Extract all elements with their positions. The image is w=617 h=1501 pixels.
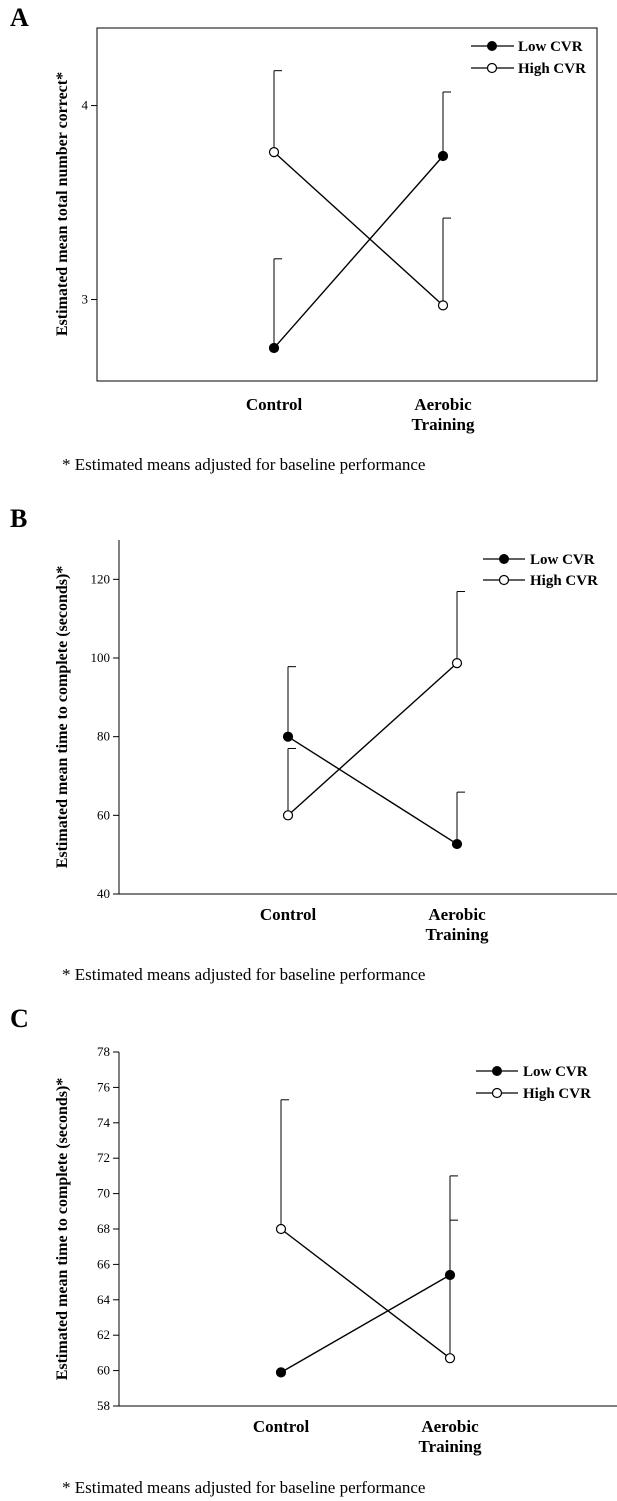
panel-c: C Estimated mean time to complete (secon… <box>10 1004 617 1497</box>
panel-b-legend: Low CVR High CVR <box>483 552 598 589</box>
category-label: Control <box>260 905 317 924</box>
y-tick-label: 60 <box>97 807 110 822</box>
y-tick-label: 64 <box>97 1292 111 1307</box>
category-label: Training <box>412 415 475 434</box>
legend-marker-high-cvr <box>498 574 510 586</box>
y-tick-label: 68 <box>97 1221 110 1236</box>
legend-label-high-cvr: High CVR <box>530 573 598 589</box>
panel-a: A Estimated mean total number correct* 3… <box>10 3 598 474</box>
y-tick-label: 40 <box>97 886 110 901</box>
series-line-high-cvr <box>280 1228 451 1359</box>
legend-label-low-cvr: Low CVR <box>523 1064 588 1080</box>
legend-marker-low-cvr <box>487 41 497 51</box>
panel-a-series-lines <box>273 151 444 349</box>
data-point-high-cvr <box>275 1223 287 1235</box>
y-tick-label: 3 <box>82 292 89 307</box>
legend-label-low-cvr: Low CVR <box>530 552 595 568</box>
y-tick-label: 62 <box>97 1327 110 1342</box>
data-point-high-cvr <box>282 810 294 821</box>
category-label: Control <box>246 395 303 414</box>
series-line-high-cvr <box>287 662 458 816</box>
panel-c-footnote: * Estimated means adjusted for baseline … <box>62 1478 425 1497</box>
data-point-high-cvr <box>268 147 280 158</box>
legend-marker-low-cvr <box>499 554 509 564</box>
data-point-low-cvr <box>451 838 463 850</box>
y-tick-label: 4 <box>82 98 89 113</box>
legend-marker-high-cvr <box>486 62 498 74</box>
category-label: Aerobic <box>421 1417 479 1436</box>
data-point-high-cvr <box>437 300 449 311</box>
y-tick-label: 72 <box>97 1150 110 1165</box>
panel-b-error-bars <box>287 591 465 845</box>
panel-c-legend: Low CVR High CVR <box>476 1064 591 1102</box>
panel-c-y-axis-label: Estimated mean time to complete (seconds… <box>54 1078 71 1381</box>
data-point-low-cvr <box>444 1269 456 1281</box>
category-label: Aerobic <box>414 395 472 414</box>
legend-marker-high-cvr <box>491 1087 503 1099</box>
panel-c-points <box>275 1223 456 1378</box>
data-point-low-cvr <box>282 731 294 742</box>
panel-c-series-lines <box>280 1228 451 1373</box>
panel-a-y-ticks: 34 <box>82 98 97 307</box>
panel-b-points <box>282 658 463 850</box>
legend-marker-low-cvr <box>492 1066 502 1076</box>
y-tick-label: 66 <box>97 1256 111 1271</box>
y-tick-label: 74 <box>97 1115 111 1130</box>
panel-b-series-lines <box>287 662 458 845</box>
data-point-high-cvr <box>444 1353 456 1364</box>
y-tick-label: 100 <box>91 650 111 665</box>
panel-b-footnote: * Estimated means adjusted for baseline … <box>62 965 425 984</box>
panel-a-y-axis-label: Estimated mean total number correct* <box>54 72 71 336</box>
panel-label-a: A <box>10 3 29 32</box>
panel-a-points <box>268 147 449 354</box>
series-line-low-cvr <box>287 736 458 845</box>
data-point-low-cvr <box>275 1367 287 1378</box>
y-tick-label: 70 <box>97 1186 110 1201</box>
panel-b-y-axis-label: Estimated mean time to complete (seconds… <box>54 566 71 869</box>
legend-label-low-cvr: Low CVR <box>518 39 583 55</box>
category-label: Aerobic <box>428 905 486 924</box>
panel-c-error-bars <box>280 1099 458 1359</box>
category-label: Training <box>419 1437 482 1456</box>
y-tick-label: 120 <box>91 571 111 586</box>
panel-b-y-ticks: 40 60 80 100 120 <box>91 571 119 901</box>
panel-label-c: C <box>10 1004 29 1033</box>
series-line-low-cvr <box>273 155 444 349</box>
panel-a-plot-frame <box>96 27 598 382</box>
panel-b: B Estimated mean time to complete (secon… <box>10 504 617 984</box>
y-tick-label: 80 <box>97 729 110 744</box>
series-line-low-cvr <box>280 1274 451 1373</box>
legend-label-high-cvr: High CVR <box>518 61 586 77</box>
panel-c-y-ticks: 58 60 62 64 66 68 70 72 74 76 78 <box>97 1044 119 1413</box>
y-tick-label: 78 <box>97 1044 110 1059</box>
y-tick-label: 76 <box>97 1079 111 1094</box>
category-label: Control <box>253 1417 310 1436</box>
panel-a-legend: Low CVR High CVR <box>471 39 586 77</box>
category-label: Training <box>426 925 489 944</box>
panel-a-footnote: * Estimated means adjusted for baseline … <box>62 455 425 474</box>
y-tick-label: 58 <box>97 1398 110 1413</box>
panel-a-error-bars <box>273 70 451 349</box>
data-point-low-cvr <box>268 342 280 354</box>
series-line-high-cvr <box>273 151 444 306</box>
panel-label-b: B <box>10 504 27 533</box>
data-point-high-cvr <box>451 658 463 669</box>
data-point-low-cvr <box>437 150 449 162</box>
y-tick-label: 60 <box>97 1363 110 1378</box>
legend-label-high-cvr: High CVR <box>523 1086 591 1102</box>
